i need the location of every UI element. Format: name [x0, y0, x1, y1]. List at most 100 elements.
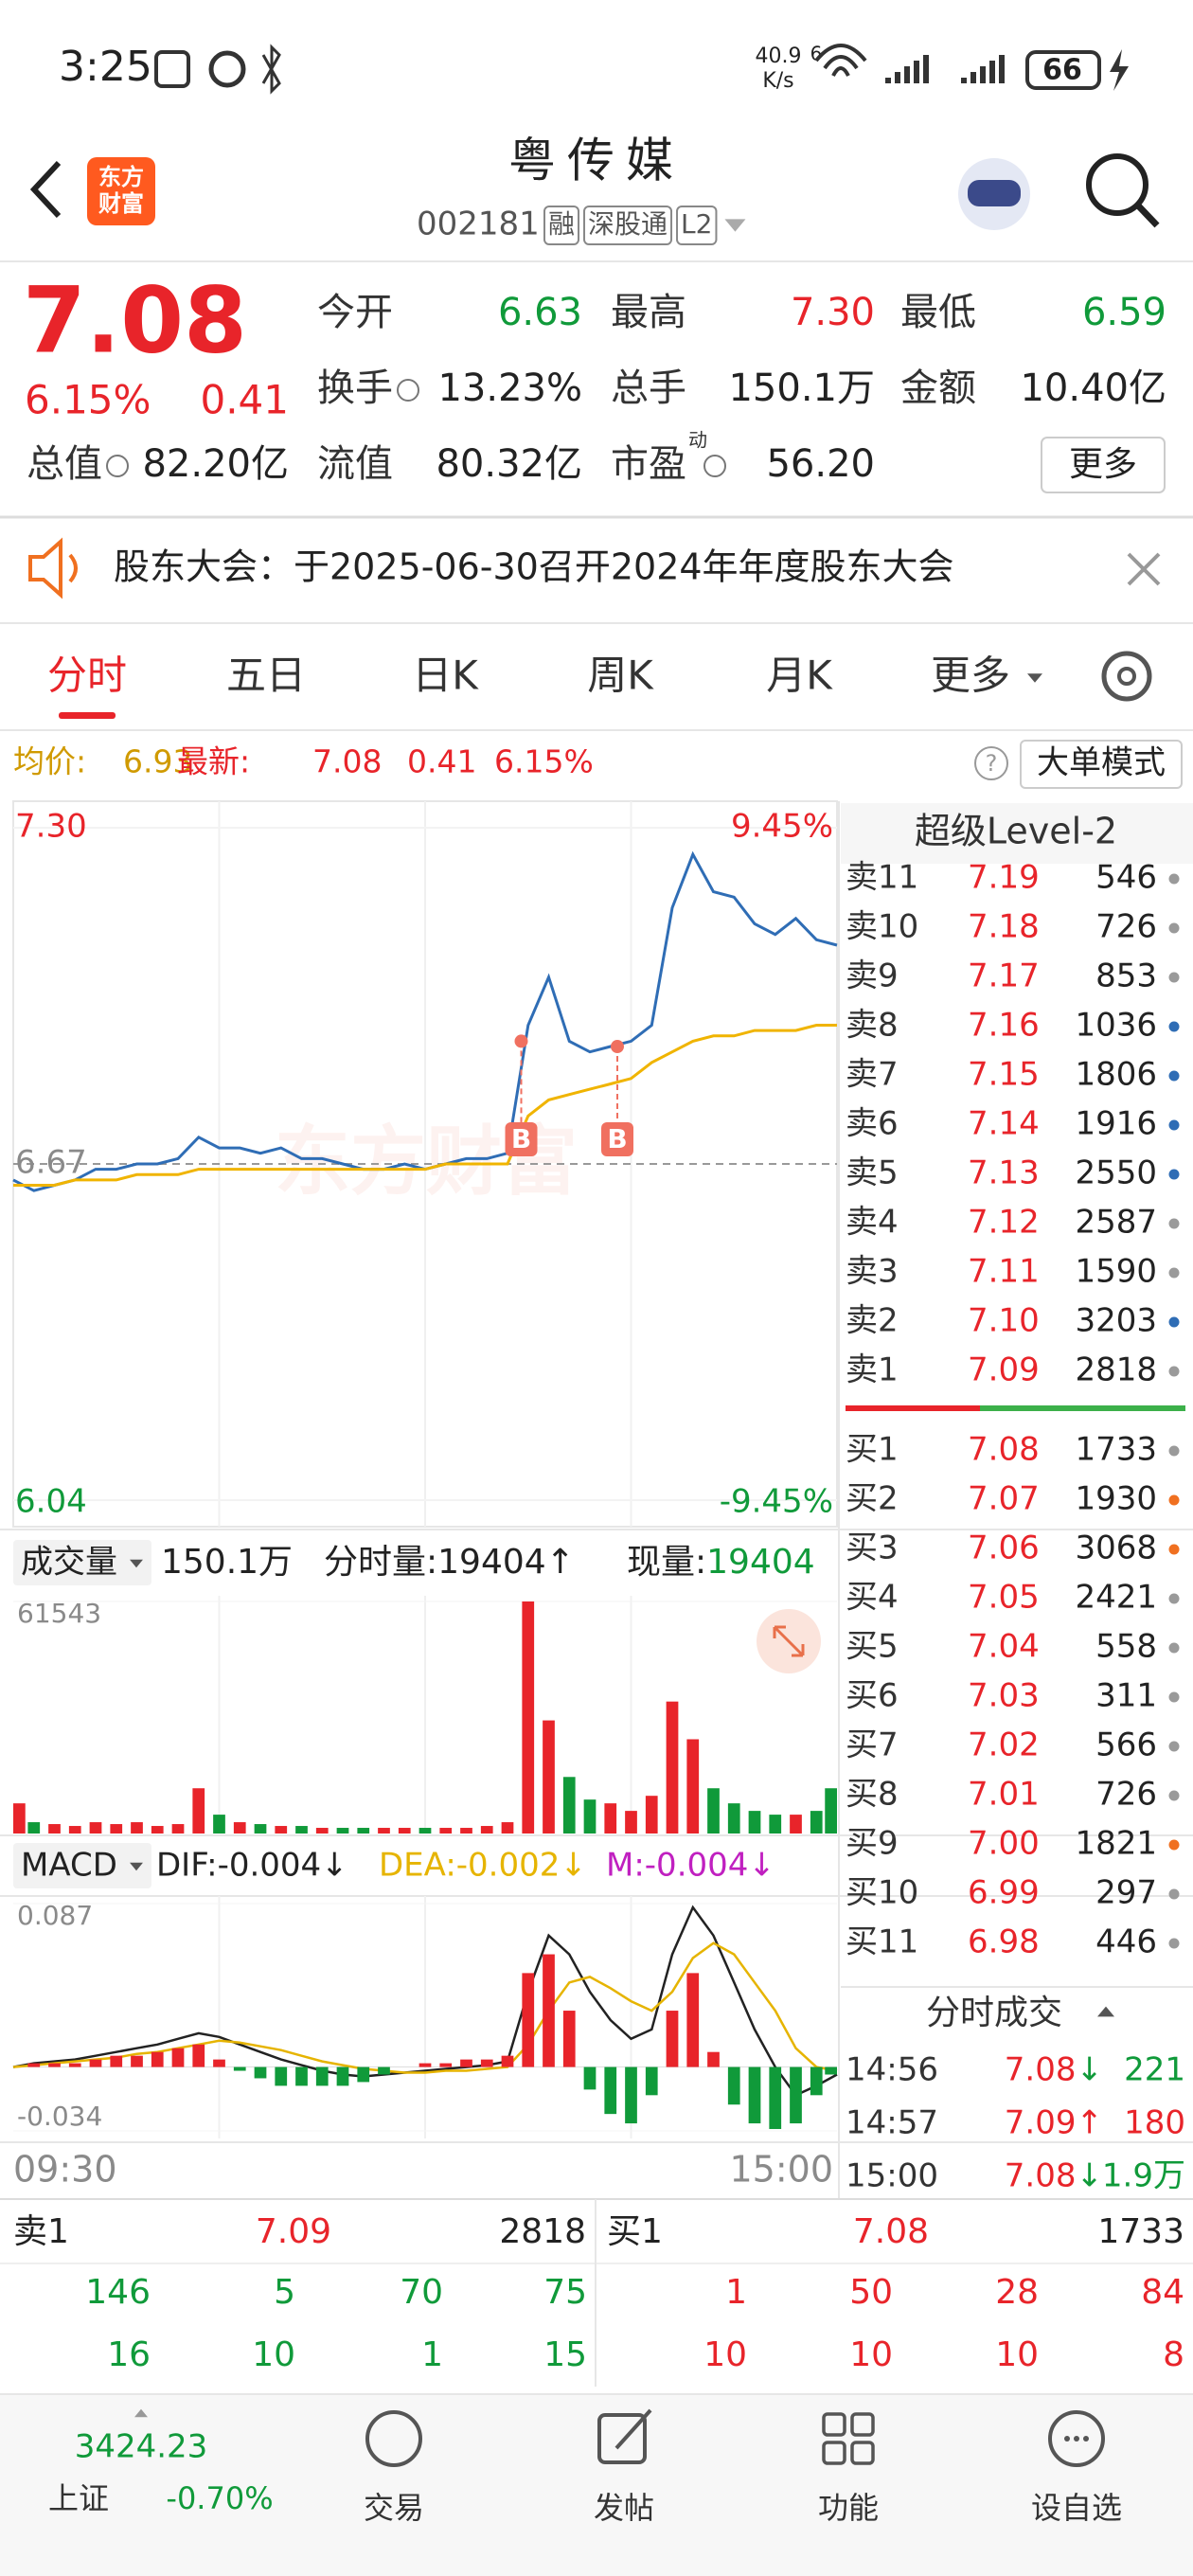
sell-price: 7.15 — [968, 1056, 1040, 1094]
more-dropdown — [1027, 673, 1042, 683]
buy-price: 7.05 — [968, 1579, 1040, 1617]
volume-bar — [439, 1828, 453, 1834]
buy-volume: 2421 — [1075, 1579, 1157, 1617]
volume-bar — [604, 1803, 617, 1834]
settings-icon[interactable] — [1101, 651, 1152, 702]
table-cell: 8 — [1163, 2335, 1184, 2374]
sell-volume: 2550 — [1075, 1154, 1157, 1192]
chart-tab[interactable]: 分时 — [47, 653, 127, 699]
y2-tick-label: -9.45% — [720, 1483, 833, 1521]
trade-marker-dot — [514, 1034, 528, 1048]
volume-selector[interactable]: 成交量 — [21, 1544, 117, 1582]
trade-price: 7.09 — [1005, 2104, 1077, 2142]
stock-name: 粤传媒 — [508, 134, 685, 188]
buy-price: 6.99 — [968, 1874, 1040, 1912]
mode-button[interactable] — [1020, 740, 1183, 789]
sell-price: 7.13 — [968, 1154, 1040, 1192]
sell-label: 卖4 — [846, 1204, 899, 1242]
battery-level: 66 — [1042, 54, 1082, 87]
field-value: 82.20亿 — [142, 442, 289, 486]
trade-marker-label: B — [607, 1123, 627, 1154]
buy-dot — [1168, 1544, 1180, 1555]
chart-tab[interactable]: 周K — [587, 653, 654, 699]
nav-label[interactable]: 发帖 — [594, 2490, 654, 2526]
macd-selector[interactable]: MACD — [21, 1847, 117, 1885]
field-value: 13.23% — [437, 367, 582, 410]
selector-box[interactable] — [13, 1843, 151, 1888]
buy-volume: 566 — [1095, 1726, 1157, 1764]
trade-time: 14:57 — [846, 2104, 938, 2142]
volume-bar — [68, 1826, 81, 1834]
volume-bar — [562, 1777, 576, 1834]
volume-bar — [460, 1828, 472, 1834]
volume-bar — [790, 1815, 802, 1834]
buy-dot — [1168, 1445, 1180, 1457]
sell-label: 卖1 — [846, 1351, 899, 1389]
y-tick-label: -0.034 — [17, 2101, 102, 2132]
signal-icon — [970, 72, 976, 83]
trade-arrow: ↓ — [1077, 2051, 1104, 2089]
trade-marker-badge — [505, 1122, 538, 1156]
ratio-bar-buy — [980, 1405, 1185, 1411]
trade-marker-dot — [611, 1040, 624, 1054]
chart-tab[interactable]: 月K — [766, 653, 833, 699]
average-line — [13, 1024, 837, 1187]
nav-label[interactable]: 功能 — [818, 2490, 879, 2526]
field-value: 7.30 — [791, 291, 875, 334]
table-cell: 1733 — [1097, 2212, 1184, 2251]
sell-price: 7.17 — [968, 957, 1040, 995]
buy-dot — [1168, 1938, 1180, 1949]
macd-legend: DEA:-0.002↓ — [379, 1847, 587, 1885]
index-value[interactable]: 3424.23 — [75, 2428, 208, 2466]
sell-price: 7.16 — [968, 1007, 1040, 1045]
buy-dot — [1168, 1642, 1180, 1654]
field-value: 80.32亿 — [436, 442, 582, 486]
signal-icon — [895, 72, 900, 83]
nav-label[interactable]: 设自选 — [1031, 2490, 1122, 2526]
tag-box — [543, 206, 580, 245]
chart-tab[interactable]: 五日 — [226, 653, 306, 699]
index-name[interactable]: 上证 — [48, 2480, 109, 2516]
chart-tab[interactable]: 日K — [412, 653, 479, 699]
help-icon[interactable] — [974, 746, 1008, 780]
more-label[interactable]: 更多 — [1069, 445, 1137, 484]
y-tick-label: 6.67 — [15, 1144, 87, 1182]
sell-price: 7.14 — [968, 1105, 1040, 1143]
nav-label[interactable]: 交易 — [364, 2490, 424, 2526]
volume-bar — [336, 1828, 349, 1834]
buy-price: 7.00 — [968, 1825, 1040, 1863]
back-button[interactable] — [29, 160, 62, 219]
selector-box[interactable] — [13, 1540, 151, 1585]
field-value: 6.59 — [1082, 291, 1166, 334]
macd-bar — [192, 2044, 205, 2067]
mode-label[interactable]: 大单模式 — [1037, 744, 1166, 782]
search-icon[interactable] — [1086, 153, 1148, 216]
sell-volume: 3203 — [1075, 1302, 1157, 1340]
notice-text[interactable]: 股东大会：于2025-06-30召开2024年年度股东大会 — [114, 546, 954, 588]
table-cell: 28 — [995, 2273, 1039, 2312]
table-cell: 买1 — [607, 2212, 663, 2251]
buy-label: 买2 — [846, 1480, 899, 1518]
price-bar-last-label: 最新: — [177, 743, 250, 780]
macd-bar — [295, 2066, 308, 2086]
close-icon[interactable] — [1127, 552, 1161, 586]
trade-price: 7.08 — [1005, 2051, 1077, 2089]
sell-dot — [1168, 1366, 1180, 1377]
index-change[interactable]: -0.70% — [166, 2480, 273, 2516]
ticks-title[interactable]: 分时成交 — [926, 1994, 1062, 2032]
buy-volume: 3068 — [1075, 1530, 1157, 1567]
logo-text: 财富 — [98, 190, 144, 217]
more-button[interactable] — [1041, 437, 1166, 493]
volume-bar — [110, 1824, 123, 1834]
price-bar-avg-label: 均价: — [13, 743, 86, 780]
y-tick-label: 6.04 — [15, 1483, 87, 1521]
buy-label: 买1 — [846, 1431, 899, 1469]
buy-dot — [1168, 1888, 1180, 1900]
order-book-header — [841, 803, 1193, 864]
sell-dot — [1168, 1316, 1180, 1328]
table-cell: 15 — [543, 2335, 587, 2374]
chart-tab[interactable]: 更多 — [931, 653, 1010, 699]
ticks-header — [841, 1987, 1193, 2042]
volume-bar — [480, 1826, 493, 1834]
sell-volume: 2818 — [1075, 1351, 1157, 1389]
